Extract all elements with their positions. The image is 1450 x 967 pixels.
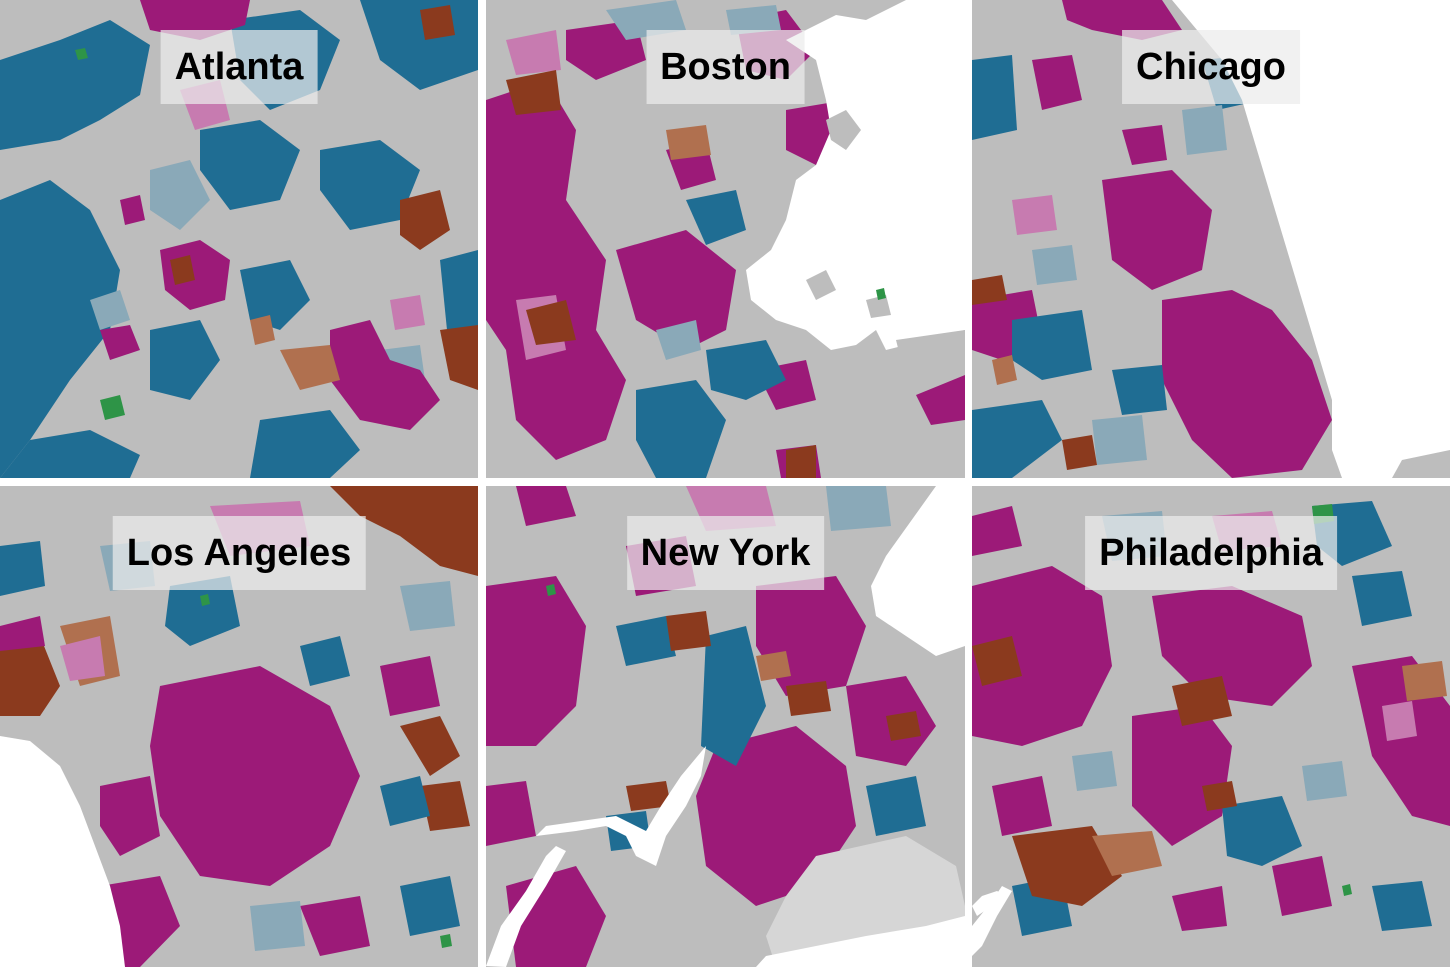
city-label: Atlanta [160,30,318,104]
chicago-map [972,0,1450,478]
new-york-map [486,486,965,967]
map-panel-los-angeles: Los Angeles [0,486,478,967]
city-label: Chicago [1122,30,1300,104]
city-label: Boston [646,30,805,104]
map-panel-philadelphia: Philadelphia [972,486,1450,967]
city-label: Philadelphia [1085,516,1337,590]
city-label: New York [626,516,825,590]
boston-map [486,0,965,478]
map-panel-boston: Boston [486,0,965,478]
map-panel-atlanta: Atlanta [0,0,478,478]
map-panel-new-york: New York [486,486,965,967]
map-panel-chicago: Chicago [972,0,1450,478]
city-label: Los Angeles [112,516,366,590]
